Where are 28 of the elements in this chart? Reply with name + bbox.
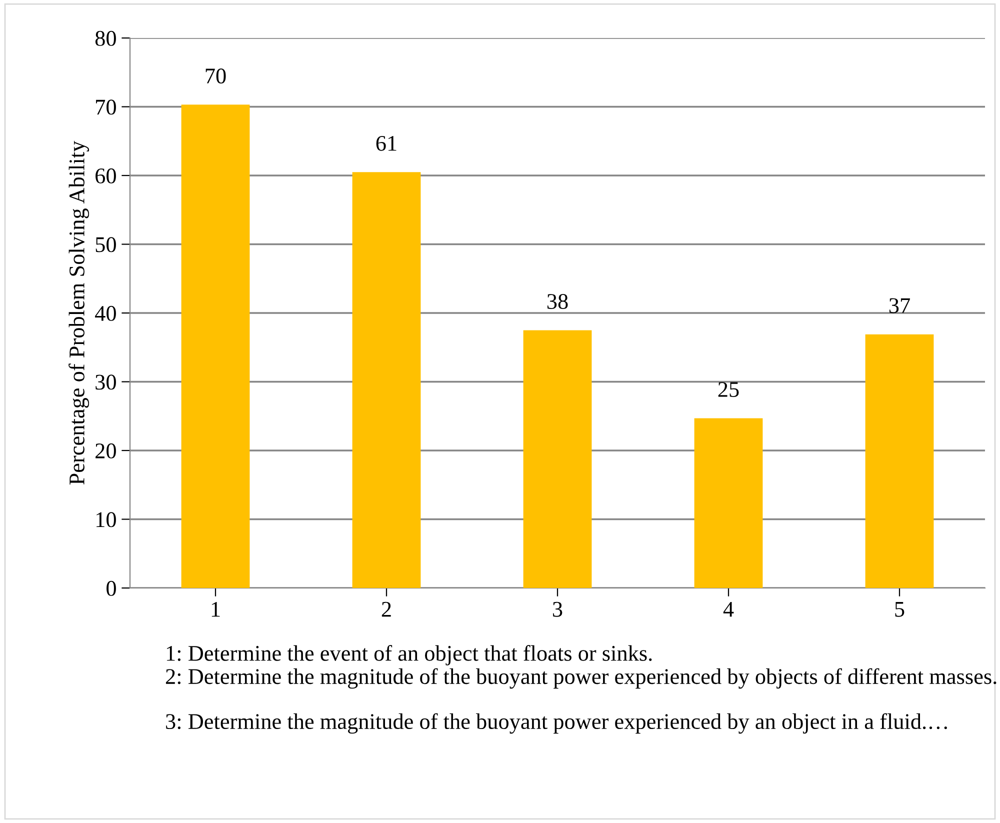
text: 1: Determine the event of an object that floats or sinks.: [166, 645, 652, 666]
bar: [352, 172, 421, 588]
y-tick-label: 50: [96, 237, 116, 252]
x-tick-label: 2: [382, 602, 391, 617]
bar: [181, 104, 250, 588]
text: 2: Determine the magnitude of the buoyant power experienced by objects of different masses.: [166, 668, 996, 689]
y-tick-label: 30: [96, 374, 116, 390]
x-tick-label: 1: [212, 602, 220, 617]
y-axis-title: Percentage of Problem Solving Ability: [68, 140, 90, 485]
x-tick-label: 4: [723, 602, 734, 617]
y-tick-label: 40: [95, 306, 116, 321]
bar: [523, 330, 592, 588]
data-label: 37: [889, 298, 910, 314]
bar: [865, 334, 934, 588]
bar: [694, 418, 763, 588]
x-tick-label: 3: [553, 602, 562, 617]
y-tick-label: 80: [95, 30, 116, 46]
data-label: 70: [206, 68, 226, 84]
text: 3: Determine the magnitude of the buoyant power experienced by an object in a fluid.…: [166, 713, 947, 734]
data-label: 61: [376, 136, 396, 151]
y-tick-label: 20: [96, 443, 116, 458]
data-label: 38: [547, 294, 568, 310]
y-tick-label: 10: [96, 512, 116, 528]
y-tick-label: 70: [96, 100, 116, 115]
x-tick-label: 5: [895, 602, 904, 617]
y-tick-label: 60: [96, 168, 116, 184]
y-tick-label: 0: [106, 580, 116, 596]
data-label: 25: [718, 382, 739, 398]
